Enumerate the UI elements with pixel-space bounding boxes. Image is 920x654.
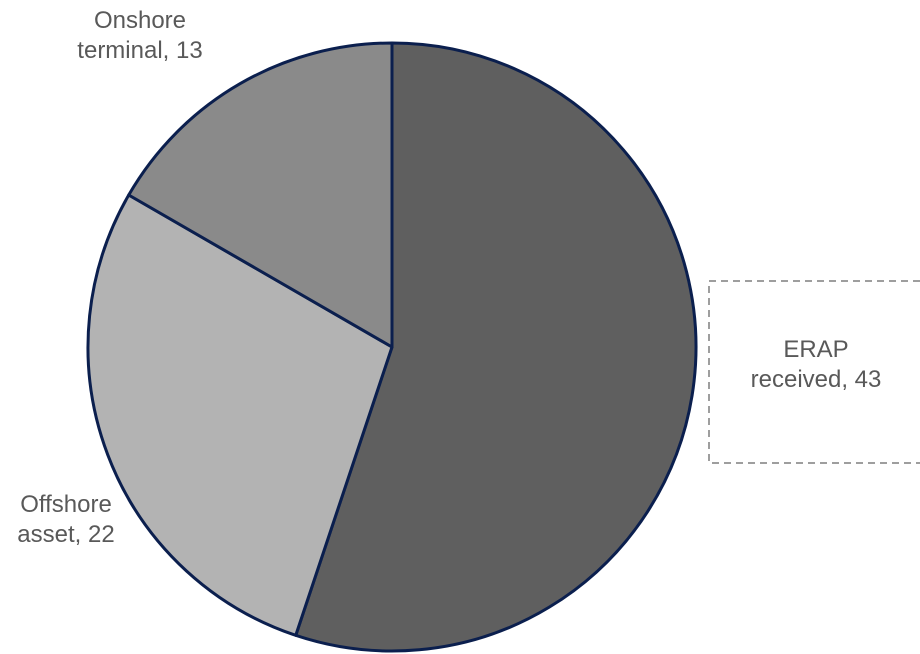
pie-slice-offshore-asset [86,193,394,637]
pie-data-labels: ERAP received, 43 Offshore asset, 22 Onshore… [17,7,881,548]
data-label-line: asset, 22 [17,521,114,548]
data-label-line: Offshore [20,491,112,518]
data-label-line: received, 43 [751,366,882,393]
data-label-line: ERAP [783,336,848,363]
pie-slice-onshore-terminal [127,41,394,349]
data-label-offshore-asset: Offshore asset, 22 [17,491,114,548]
pie-slice-erap-received [294,41,698,653]
data-label-onshore-terminal: Onshore terminal, 13 [77,7,202,64]
data-label-erap-received: ERAP received, 43 [751,336,882,393]
pie-slices [86,41,698,653]
data-label-line: terminal, 13 [77,37,202,64]
erap-label-callout-box [708,280,920,464]
data-label-line: Onshore [94,7,186,34]
